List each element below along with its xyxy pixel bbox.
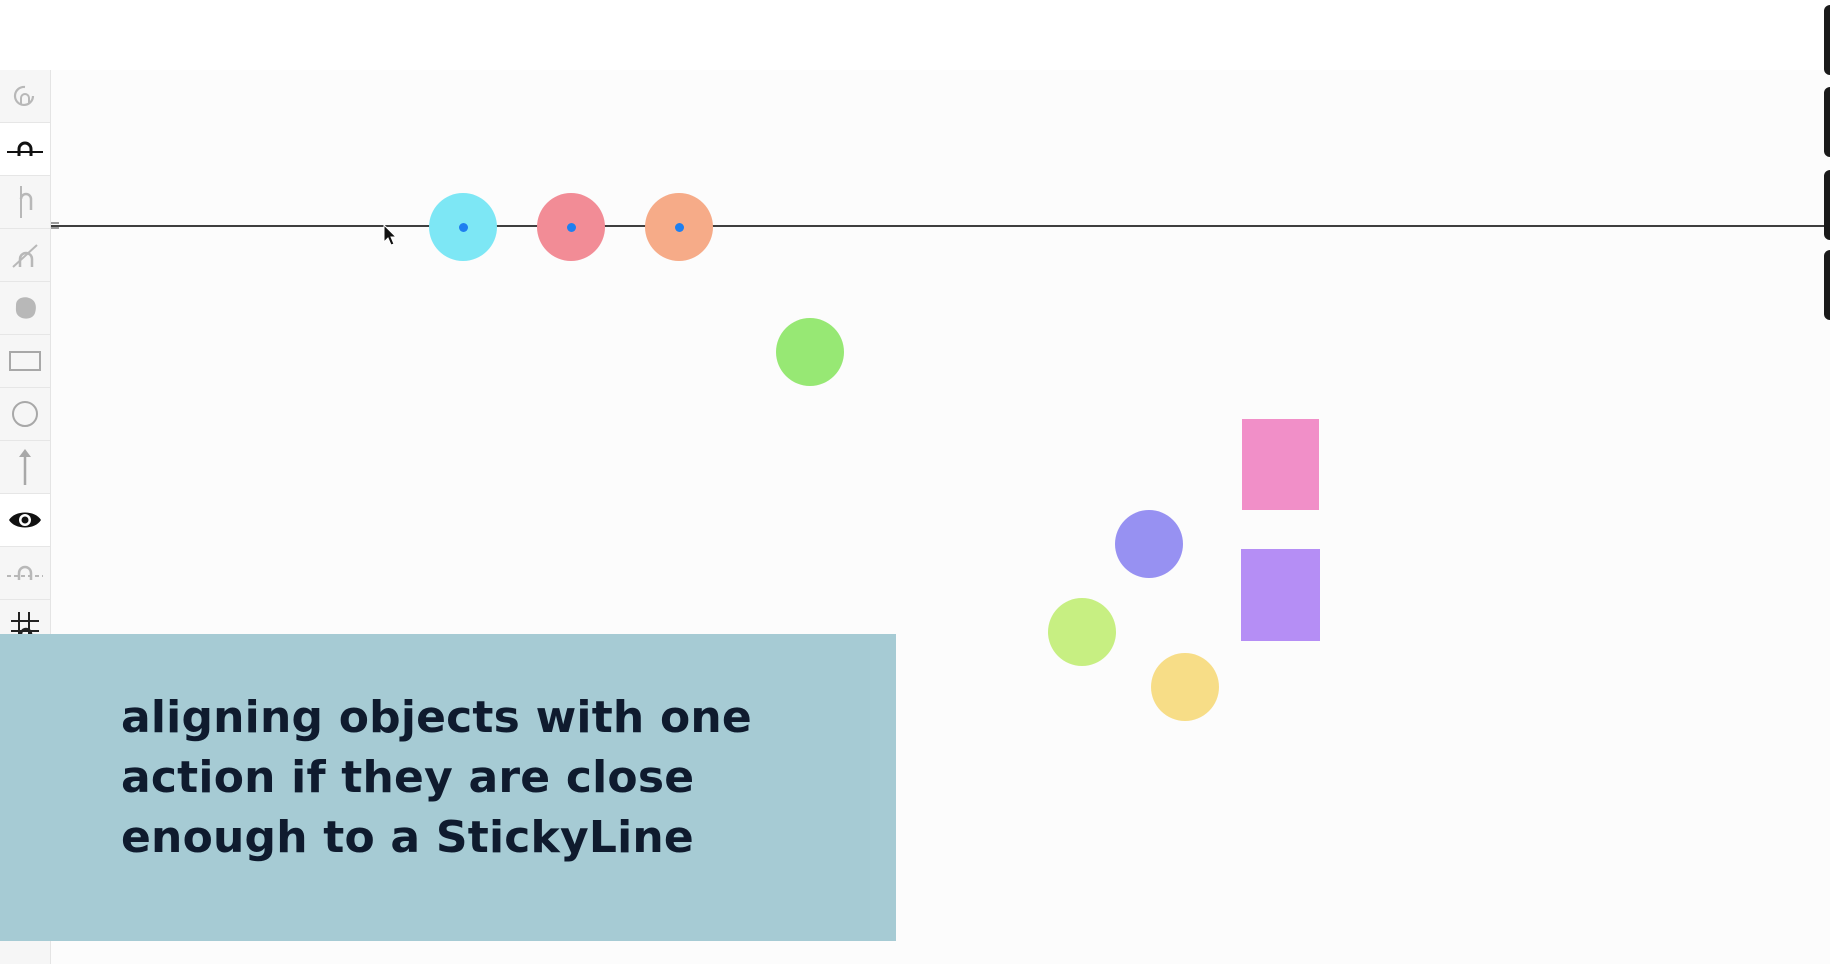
mouse-cursor-icon bbox=[383, 224, 398, 246]
diagonal-stickyline-icon bbox=[12, 244, 38, 268]
arrow-tool[interactable] bbox=[0, 441, 50, 494]
circle-blue[interactable] bbox=[1115, 510, 1183, 578]
horizontal-stickyline[interactable] bbox=[50, 225, 1830, 227]
caption-banner bbox=[0, 634, 896, 941]
dashed-stickyline-tool[interactable] bbox=[0, 547, 50, 600]
snapped-circle-cyan[interactable] bbox=[429, 193, 497, 261]
diagonal-stickyline-tool[interactable] bbox=[0, 229, 50, 282]
circle-icon bbox=[12, 401, 38, 427]
snap-point bbox=[566, 222, 576, 232]
eye-icon bbox=[9, 512, 41, 528]
dashed-stickyline-icon bbox=[7, 565, 43, 580]
circle-green[interactable] bbox=[776, 318, 844, 386]
arrow-up-icon bbox=[19, 449, 31, 485]
vertical-stickyline-icon bbox=[19, 186, 33, 218]
stickyline-handle-icon[interactable] bbox=[50, 221, 60, 231]
snapped-circle-orange[interactable] bbox=[645, 193, 713, 261]
horizontal-stickyline-icon bbox=[7, 141, 43, 156]
right-edge-tab[interactable] bbox=[1824, 5, 1830, 75]
right-edge-tab[interactable] bbox=[1824, 170, 1830, 240]
snap-point bbox=[458, 222, 468, 232]
right-edge-tab[interactable] bbox=[1824, 250, 1830, 320]
snap-point bbox=[674, 222, 684, 232]
sticky-circle-tool[interactable] bbox=[0, 70, 50, 123]
blob-icon bbox=[15, 297, 36, 319]
rectangle-icon bbox=[9, 351, 41, 371]
visibility-toggle[interactable] bbox=[0, 494, 50, 547]
right-edge-tab[interactable] bbox=[1824, 87, 1830, 157]
circle-yellow[interactable] bbox=[1151, 653, 1219, 721]
rectangle-purple[interactable] bbox=[1241, 549, 1320, 641]
top-margin bbox=[0, 0, 1830, 70]
horizontal-stickyline-tool[interactable] bbox=[0, 123, 50, 176]
circle-arrow-icon bbox=[13, 85, 35, 107]
circle-tool[interactable] bbox=[0, 388, 50, 441]
freeform-tool[interactable] bbox=[0, 282, 50, 335]
rectangle-pink[interactable] bbox=[1242, 419, 1319, 510]
circle-lime[interactable] bbox=[1048, 598, 1116, 666]
caption-text: aligning objects with one action if they… bbox=[121, 692, 752, 863]
vertical-stickyline-tool[interactable] bbox=[0, 176, 50, 229]
snapped-circle-red[interactable] bbox=[537, 193, 605, 261]
rectangle-tool[interactable] bbox=[0, 335, 50, 388]
